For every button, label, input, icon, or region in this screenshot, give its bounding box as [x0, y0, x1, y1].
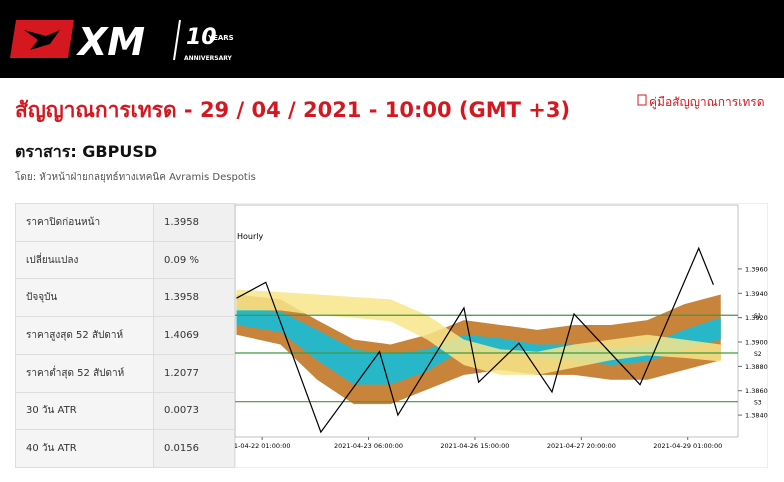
x-tick-label: 2021-04-27 20:00:00: [547, 442, 616, 450]
level-label: S2: [754, 351, 762, 358]
x-tick-label: 1-04-22 01:00:00: [235, 442, 290, 450]
row-value: 1.4069: [153, 316, 235, 355]
y-tick-label: 1.3900: [745, 339, 768, 347]
table-row: ปัจจุบัน 1.3958: [15, 278, 235, 318]
chart: Hourly S1 S2 S3 1.3960 1.3940 1.3920 1.3900 1.3…: [235, 203, 768, 468]
table-row: ราคาปิดก่อนหน้า 1.3958: [15, 203, 235, 242]
row-label: ปัจจุบัน: [15, 278, 154, 318]
y-tick-label: 1.3840: [745, 412, 768, 420]
y-tick-label: 1.3920: [745, 314, 768, 322]
row-label: ราคาปิดก่อนหน้า: [15, 203, 154, 242]
row-value: 1.3958: [153, 278, 235, 318]
instrument: ตราสาร: GBPUSD: [15, 142, 158, 161]
pdf-icon-shape: [637, 94, 647, 106]
table-row: 40 วัน ATR 0.0156: [15, 429, 235, 468]
level-label: S1: [754, 313, 762, 320]
stats-table: ราคาปิดก่อนหน้า 1.3958 เปลี่ยนแปลง 0.09 % ปั…: [15, 203, 235, 468]
y-tick-label: 1.3860: [745, 387, 768, 395]
header: XM 10 YEARS ANNIVERSARY: [0, 0, 784, 78]
y-tick-label: 1.3940: [745, 290, 768, 298]
zigzag-line: [236, 246, 714, 434]
row-value: 1.3958: [153, 203, 235, 242]
y-tick-label: 1.3960: [745, 265, 768, 273]
logo-text: XM: [76, 20, 145, 64]
chart-title: Hourly: [237, 232, 263, 241]
guide-link[interactable]: คู่มือสัญญาณการเทรด: [649, 95, 765, 109]
page-title: สัญญาณการเทรด - 29 / 04 / 2021 - 10:00 (…: [15, 98, 571, 122]
row-label: ราคาสูงสุด 52 สัปดาห์: [15, 316, 154, 355]
table-row: ราคาสูงสุด 52 สัปดาห์ 1.4069: [15, 316, 235, 355]
x-tick-label: 2021-04-23 06:00:00: [334, 442, 403, 450]
table-row: 30 วัน ATR 0.0073: [15, 391, 235, 431]
row-value: 0.0073: [153, 391, 235, 431]
logo-bull: [24, 30, 60, 50]
band: [236, 289, 721, 375]
y-tick-label: 1.3880: [745, 363, 768, 371]
row-value: 0.09 %: [153, 240, 235, 280]
logo[interactable]: XM 10 YEARS ANNIVERSARY: [0, 0, 260, 78]
row-value: 0.0156: [153, 429, 235, 468]
pdf-icon[interactable]: [637, 94, 647, 106]
row-value: 1.2077: [153, 353, 235, 393]
badge-caption: ANNIVERSARY: [184, 55, 233, 62]
row-label: เปลี่ยนแปลง: [15, 240, 154, 280]
badge-number: 10: [186, 25, 217, 50]
plot-frame: [235, 204, 739, 438]
level-label: S3: [754, 400, 762, 407]
x-tick-label: 2021-04-26 15:00:00: [440, 442, 509, 450]
logo-divider: [173, 19, 181, 61]
table-row: เปลี่ยนแปลง 0.09 %: [15, 240, 235, 280]
table-row: ราคาต่ำสุด 52 สัปดาห์ 1.2077: [15, 353, 235, 393]
row-label: ราคาต่ำสุด 52 สัปดาห์: [15, 353, 154, 393]
stats-body: ราคาปิดก่อนหน้า 1.3958 เปลี่ยนแปลง 0.09 % ปั…: [15, 203, 235, 468]
badge-years: YEARS: [207, 34, 234, 42]
row-label: 40 วัน ATR: [15, 429, 154, 468]
x-tick-label: 2021-04-29 01:00:00: [653, 442, 722, 450]
row-label: 30 วัน ATR: [15, 391, 154, 431]
author: โดย: หัวหน้าฝ่ายกลยุทธ์ทางเทคนิค Avramis…: [15, 172, 256, 183]
